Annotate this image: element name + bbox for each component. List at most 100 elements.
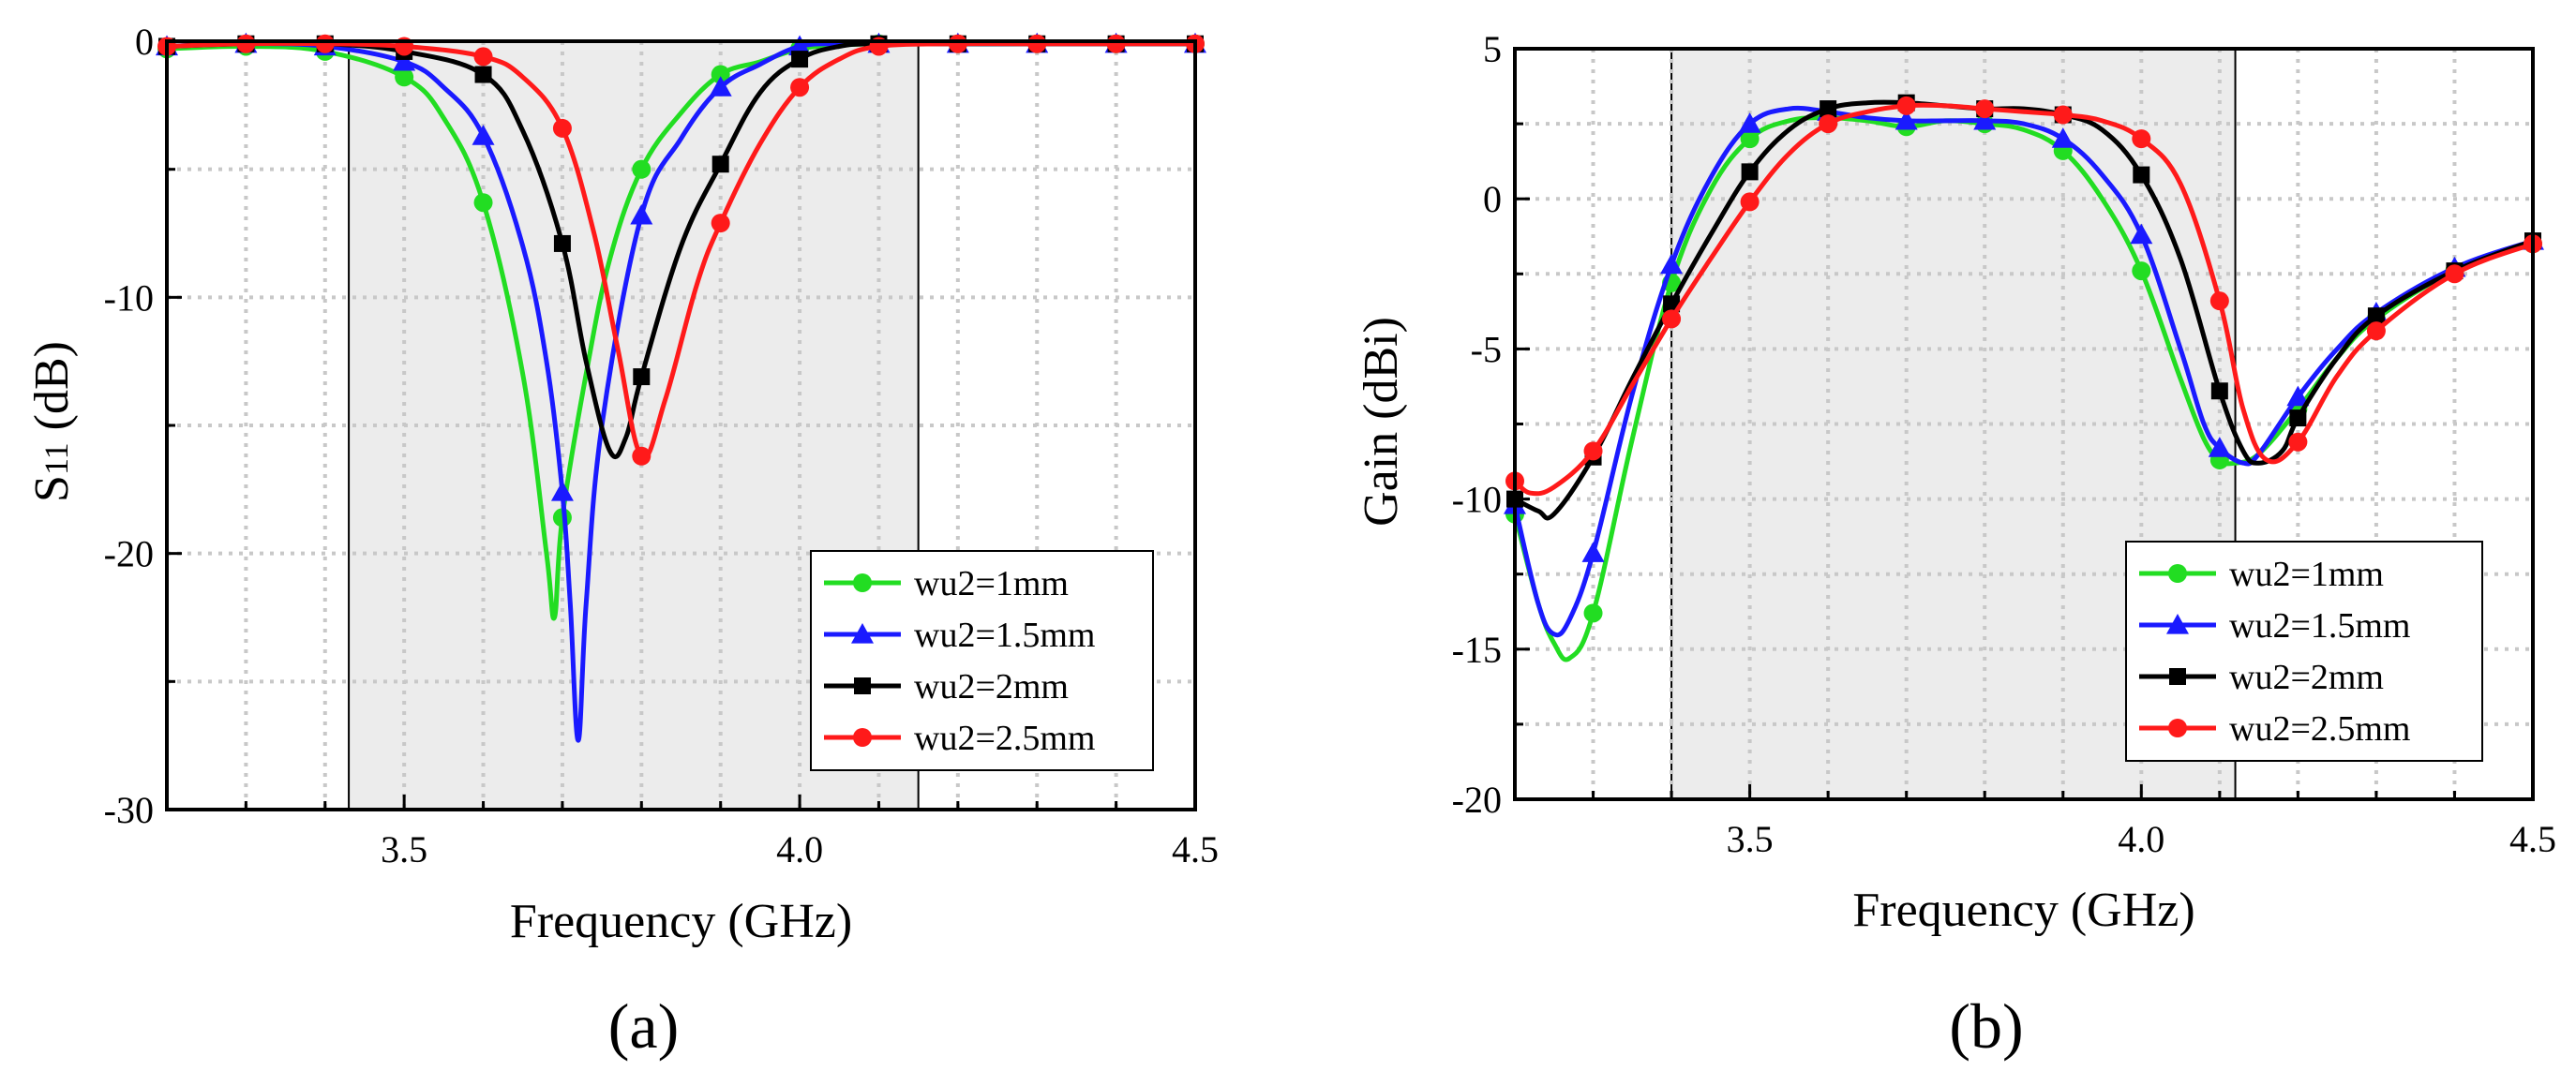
data-point: [395, 67, 414, 87]
legend-item: wu2=2mm: [824, 667, 1069, 707]
data-point: [2209, 291, 2229, 311]
legend-item: wu2=1mm: [2139, 555, 2384, 594]
y-axis-title-subscript: 11: [37, 442, 75, 475]
legend-label: wu2=1.5mm: [2229, 606, 2411, 646]
y-axis-title: Gain (dBi): [1355, 317, 1408, 527]
legend-label: wu2=1mm: [2229, 555, 2384, 594]
data-point: [473, 193, 493, 213]
legend: wu2=1mm wu2=1.5mm wu2=2mm wu2=2.5mm: [810, 550, 1154, 771]
data-point: [236, 34, 256, 53]
legend-label: wu2=2mm: [2229, 658, 2384, 697]
data-point: [788, 35, 812, 56]
data-point: [550, 481, 574, 501]
y-tick-label: -5: [1471, 328, 1502, 370]
data-point: [1106, 34, 1126, 53]
legend-item: wu2=2.5mm: [2139, 709, 2411, 749]
data-point: [632, 446, 651, 466]
y-tick-label: 0: [135, 21, 154, 63]
legend-label: wu2=1.5mm: [914, 616, 1096, 655]
data-point: [1583, 603, 1603, 623]
legend-label: wu2=1mm: [914, 564, 1069, 603]
series-wu2=2.5mm: [1505, 96, 2542, 497]
data-point: [473, 47, 493, 67]
legend-item: wu2=1mm: [824, 564, 1069, 603]
legend-label: wu2=2mm: [914, 667, 1069, 707]
series-line: [164, 40, 1198, 460]
data-point: [711, 214, 730, 233]
data-point: [1973, 109, 1997, 130]
legend-marker: [2166, 614, 2189, 634]
data-point: [711, 65, 730, 84]
panel-label: (a): [608, 990, 679, 1062]
data-point: [2130, 223, 2153, 245]
data-point: [2445, 264, 2464, 284]
x-axis-title: Frequency (GHz): [510, 895, 852, 948]
data-point: [553, 234, 571, 252]
data-point: [2132, 129, 2151, 149]
data-point: [1660, 253, 1684, 275]
legend-marker: [853, 728, 872, 747]
legend-marker: [851, 623, 874, 644]
data-point: [630, 203, 653, 225]
data-point: [1740, 192, 1760, 212]
panel-label: (b): [1949, 990, 2023, 1062]
data-point: [472, 125, 495, 145]
data-point: [633, 368, 651, 386]
data-point: [393, 50, 416, 71]
data-point: [315, 34, 335, 53]
data-point: [711, 156, 729, 173]
data-point: [2053, 105, 2073, 125]
data-point: [2132, 261, 2151, 281]
y-tick-label: -20: [104, 533, 154, 575]
data-point: [1896, 96, 1916, 115]
chart-panel-2: 3.5 4.0 4.5 5 0 -5 -10 -15 -20 Frequency (GHz) Gai…: [1355, 28, 2556, 1062]
y-tick-label: -20: [1452, 779, 1502, 821]
y-tick-label: -30: [104, 789, 154, 831]
x-tick-label: 4.0: [776, 828, 823, 870]
y-axis-title: S11 (dB): [25, 341, 79, 502]
legend-marker: [854, 677, 871, 694]
data-point: [1741, 163, 1759, 181]
series-line: [1512, 99, 2536, 521]
data-point: [1581, 542, 1605, 562]
data-point: [1662, 309, 1682, 329]
legend-item: wu2=2mm: [2139, 658, 2384, 697]
y-tick-label: 0: [1483, 178, 1502, 220]
legend-item: wu2=2.5mm: [824, 719, 1096, 758]
y-axis-title-main: S: [25, 475, 79, 502]
legend-marker: [2168, 719, 2187, 737]
data-point: [2208, 437, 2231, 457]
legend-marker: [2168, 564, 2187, 583]
x-tick-label: 3.5: [381, 828, 427, 870]
y-axis-title-unit: (dB): [25, 341, 79, 442]
series-line: [1512, 105, 2536, 638]
data-point: [948, 34, 967, 53]
data-point: [1738, 112, 1761, 133]
legend-marker: [853, 573, 872, 592]
data-point: [1740, 129, 1760, 149]
data-point: [2286, 385, 2310, 407]
data-point: [2289, 409, 2307, 427]
data-point: [2288, 432, 2308, 452]
data-point: [790, 78, 810, 97]
data-point: [1583, 441, 1603, 461]
data-point: [1820, 100, 1837, 118]
y-tick-label: -10: [1452, 479, 1502, 521]
legend: wu2=1mm wu2=1.5mm wu2=2mm wu2=2.5mm: [2125, 541, 2483, 762]
x-axis-title: Frequency (GHz): [1852, 884, 2194, 937]
x-tick-label: 4.0: [2118, 818, 2164, 860]
data-point: [552, 118, 572, 138]
data-point: [632, 159, 651, 179]
data-point: [2366, 321, 2386, 341]
x-tick-label: 4.5: [2509, 818, 2556, 860]
legend-item: wu2=1.5mm: [824, 616, 1096, 655]
data-point: [2133, 166, 2150, 184]
y-tick-label: -10: [104, 276, 154, 319]
x-tick-label: 4.5: [1172, 828, 1219, 870]
data-point: [1027, 34, 1047, 53]
x-tick-label: 3.5: [1727, 818, 1774, 860]
y-tick-label: 5: [1483, 28, 1502, 70]
data-point: [2051, 127, 2074, 148]
data-point: [709, 76, 732, 97]
